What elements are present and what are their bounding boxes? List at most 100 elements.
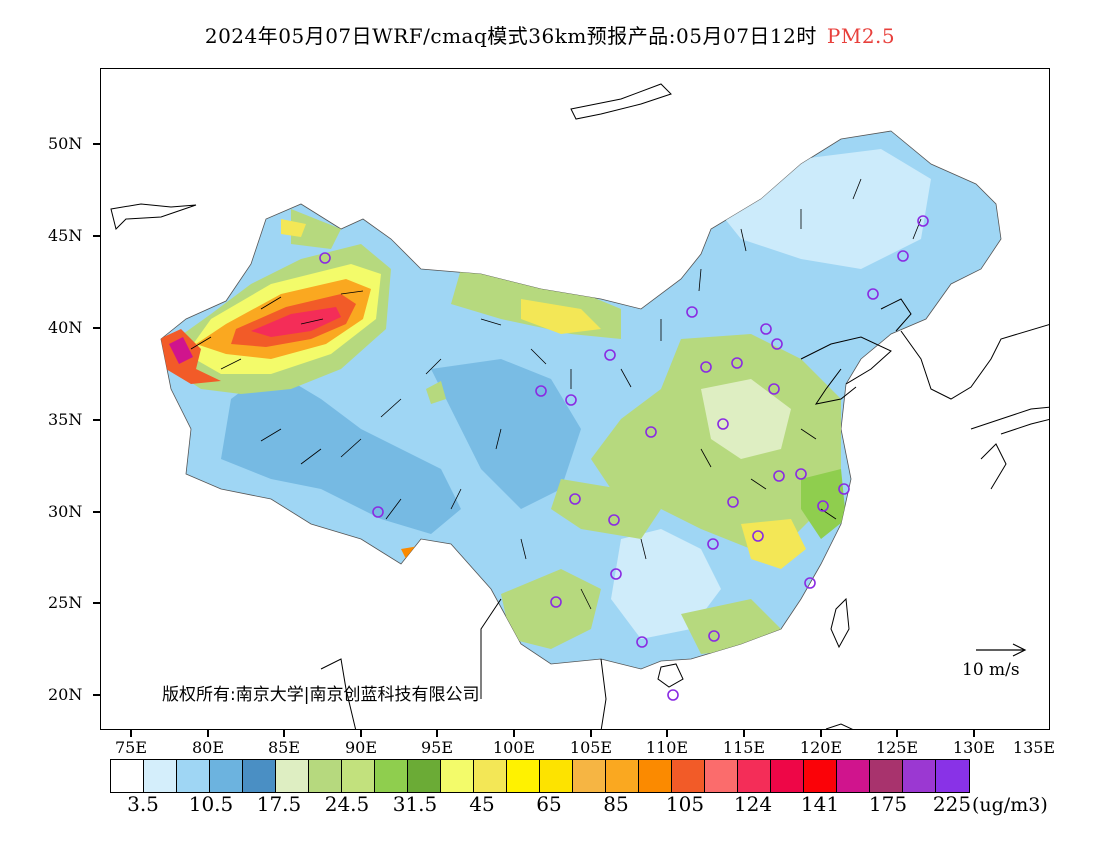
station-marker	[727, 496, 739, 508]
station-marker	[550, 596, 562, 608]
lon-tick	[130, 730, 132, 737]
lat-label: 40N	[48, 318, 83, 337]
lat-tick	[93, 694, 100, 696]
lat-label: 50N	[48, 134, 83, 153]
colorbar-swatch	[111, 760, 144, 792]
lon-tick	[666, 730, 668, 737]
colorbar-swatch	[606, 760, 639, 792]
colorbar-swatch	[375, 760, 408, 792]
lon-label: 135E	[1012, 738, 1056, 757]
lon-tick	[436, 730, 438, 737]
colorbar-swatch	[408, 760, 441, 792]
lon-tick	[896, 730, 898, 737]
colorbar-label: 17.5	[256, 792, 302, 816]
station-marker	[752, 530, 764, 542]
lat-tick	[93, 235, 100, 237]
station-marker	[319, 252, 331, 264]
colorbar-swatch	[639, 760, 672, 792]
lon-label: 110E	[645, 738, 689, 757]
copyright-text: 版权所有:南京大学|南京创蓝科技有限公司	[162, 685, 480, 705]
station-marker	[636, 636, 648, 648]
map-panel	[100, 68, 1050, 730]
colorbar-label: 141	[800, 792, 840, 816]
colorbar-label: 65	[536, 792, 562, 816]
pm25-colorbar	[110, 759, 970, 793]
lon-tick	[207, 730, 209, 737]
colorbar-swatch	[837, 760, 870, 792]
lon-label: 85E	[267, 738, 301, 757]
pm25-field	[160, 130, 1002, 670]
station-marker	[686, 306, 698, 318]
colorbar-label: 24.5	[324, 792, 370, 816]
lon-label: 105E	[569, 738, 613, 757]
colorbar-swatch	[738, 760, 771, 792]
colorbar-swatch	[804, 760, 837, 792]
station-marker	[708, 630, 720, 642]
lat-tick	[93, 327, 100, 329]
station-marker	[804, 577, 816, 589]
station-marker	[608, 514, 620, 526]
lon-label: 125E	[875, 738, 919, 757]
lat-label: 35N	[48, 410, 83, 429]
colorbar-swatch	[474, 760, 507, 792]
colorbar-label: 124	[733, 792, 773, 816]
station-marker	[569, 493, 581, 505]
colorbar-label: 10.5	[188, 792, 234, 816]
wind-reference-arrow	[976, 643, 1027, 657]
station-marker	[717, 418, 729, 430]
colorbar-swatch	[276, 760, 309, 792]
station-marker	[535, 385, 547, 397]
station-marker	[817, 500, 829, 512]
lat-label: 30N	[48, 502, 83, 521]
lon-label: 120E	[799, 738, 843, 757]
lat-label: 25N	[48, 593, 83, 612]
lon-label: 115E	[722, 738, 766, 757]
map-title: 2024年05月07日WRF/cmaq模式36km预报产品:05月07日12时 P…	[0, 20, 1100, 49]
colorbar-label: 45	[469, 792, 495, 816]
colorbar-swatch	[210, 760, 243, 792]
station-marker	[760, 323, 772, 335]
station-marker	[565, 394, 577, 406]
coastlines-and-neighbors	[110, 83, 1049, 729]
title-main: 2024年05月07日WRF/cmaq模式36km预报产品:05月07日12时	[204, 24, 817, 48]
colorbar-label: 225	[932, 792, 972, 816]
station-marker	[838, 483, 850, 495]
lon-label: 90E	[344, 738, 378, 757]
station-marker	[795, 468, 807, 480]
colorbar-swatch	[771, 760, 804, 792]
lon-label: 95E	[420, 738, 454, 757]
lon-tick	[973, 730, 975, 737]
lat-tick	[93, 143, 100, 145]
lon-label: 80E	[191, 738, 225, 757]
colorbar-swatch	[540, 760, 573, 792]
lon-tick	[360, 730, 362, 737]
lon-label: 130E	[952, 738, 996, 757]
colorbar-swatch	[672, 760, 705, 792]
lat-tick	[93, 602, 100, 604]
station-marker	[610, 568, 622, 580]
title-variable: PM2.5	[826, 24, 896, 48]
station-marker	[707, 538, 719, 550]
lon-label: 75E	[114, 738, 148, 757]
station-marker	[604, 349, 616, 361]
station-marker	[700, 361, 712, 373]
colorbar-unit: (ug/m3)	[972, 794, 1048, 816]
colorbar-swatch	[342, 760, 375, 792]
station-marker	[867, 288, 879, 300]
lat-label: 20N	[48, 685, 83, 704]
lon-label: 100E	[492, 738, 536, 757]
colorbar-swatch	[309, 760, 342, 792]
colorbar-swatch	[177, 760, 210, 792]
station-markers	[319, 215, 929, 701]
station-marker	[667, 689, 679, 701]
colorbar-swatch	[243, 760, 276, 792]
lat-tick	[93, 511, 100, 513]
colorbar-swatch	[507, 760, 540, 792]
colorbar-swatch	[936, 760, 969, 792]
colorbar-swatch	[705, 760, 738, 792]
lon-tick	[743, 730, 745, 737]
lat-tick	[93, 419, 100, 421]
colorbar-swatch	[870, 760, 903, 792]
lat-label: 45N	[48, 226, 83, 245]
lon-tick	[820, 730, 822, 737]
